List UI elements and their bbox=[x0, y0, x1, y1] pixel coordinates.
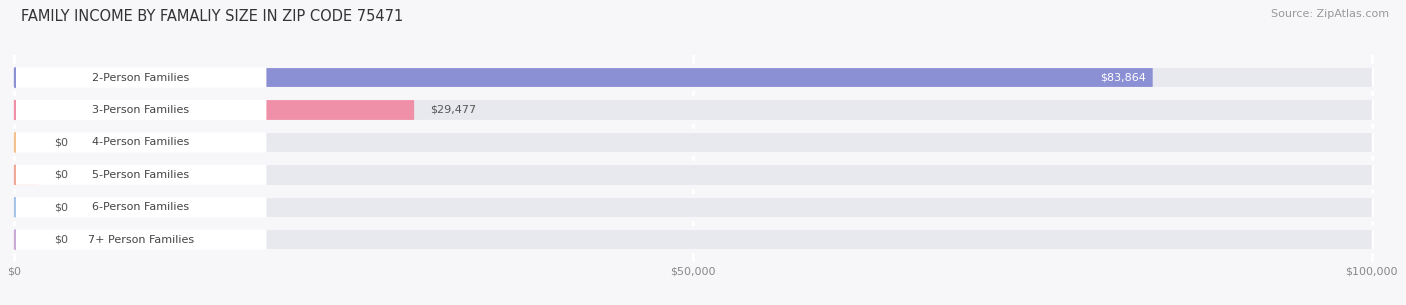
Text: $0: $0 bbox=[55, 170, 69, 180]
FancyBboxPatch shape bbox=[14, 131, 38, 154]
Bar bbox=[7, 57, 1399, 66]
Text: 2-Person Families: 2-Person Families bbox=[93, 73, 190, 83]
FancyBboxPatch shape bbox=[15, 100, 266, 120]
FancyBboxPatch shape bbox=[14, 163, 1372, 186]
FancyBboxPatch shape bbox=[14, 163, 38, 186]
FancyBboxPatch shape bbox=[14, 66, 1372, 89]
Text: $0: $0 bbox=[55, 235, 69, 245]
FancyBboxPatch shape bbox=[14, 228, 1372, 251]
Text: 5-Person Families: 5-Person Families bbox=[93, 170, 190, 180]
Text: 3-Person Families: 3-Person Families bbox=[93, 105, 190, 115]
FancyBboxPatch shape bbox=[14, 98, 1372, 122]
FancyBboxPatch shape bbox=[15, 165, 266, 185]
Bar bbox=[7, 122, 1399, 131]
Text: $0: $0 bbox=[55, 137, 69, 147]
FancyBboxPatch shape bbox=[15, 230, 266, 250]
FancyBboxPatch shape bbox=[14, 131, 1372, 154]
FancyBboxPatch shape bbox=[14, 66, 1153, 89]
FancyBboxPatch shape bbox=[15, 67, 266, 88]
Text: $0: $0 bbox=[55, 202, 69, 212]
Text: 4-Person Families: 4-Person Families bbox=[93, 137, 190, 147]
Text: FAMILY INCOME BY FAMALIY SIZE IN ZIP CODE 75471: FAMILY INCOME BY FAMALIY SIZE IN ZIP COD… bbox=[21, 9, 404, 24]
Text: $83,864: $83,864 bbox=[1099, 73, 1146, 83]
Bar bbox=[7, 219, 1399, 228]
Text: Source: ZipAtlas.com: Source: ZipAtlas.com bbox=[1271, 9, 1389, 19]
Text: 7+ Person Families: 7+ Person Families bbox=[87, 235, 194, 245]
FancyBboxPatch shape bbox=[14, 196, 38, 219]
FancyBboxPatch shape bbox=[15, 197, 266, 217]
Bar bbox=[7, 154, 1399, 163]
FancyBboxPatch shape bbox=[14, 228, 38, 251]
Text: 6-Person Families: 6-Person Families bbox=[93, 202, 190, 212]
Bar bbox=[7, 89, 1399, 98]
Bar bbox=[7, 186, 1399, 196]
Text: $29,477: $29,477 bbox=[430, 105, 477, 115]
FancyBboxPatch shape bbox=[14, 98, 415, 122]
FancyBboxPatch shape bbox=[14, 196, 1372, 219]
FancyBboxPatch shape bbox=[15, 132, 266, 152]
